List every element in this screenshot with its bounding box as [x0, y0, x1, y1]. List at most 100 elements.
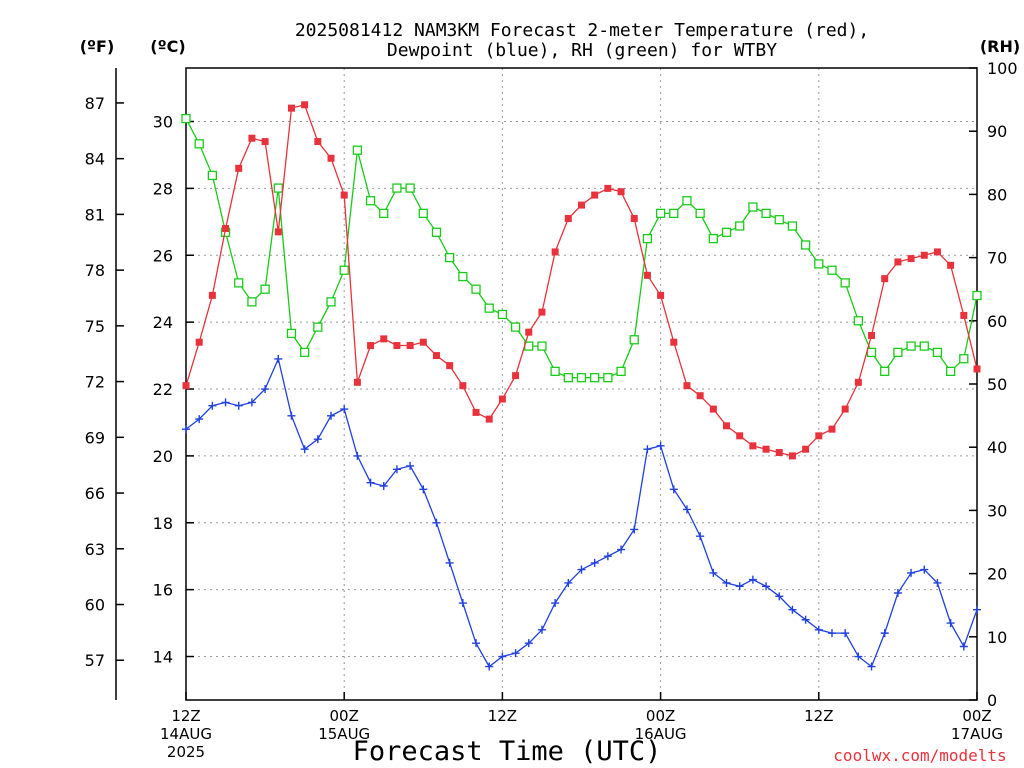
temperature-point	[248, 134, 256, 142]
temperature-point	[670, 338, 678, 346]
fahrenheit-tick-label: 66	[85, 484, 105, 503]
temperature-point	[854, 378, 862, 386]
rh-point	[418, 208, 428, 219]
rh-point	[735, 221, 745, 231]
dewpoint-point	[920, 565, 929, 574]
fahrenheit-axis: 57 60 63 66 69 72 75 78 81 84 87	[85, 94, 124, 670]
dewpoint-point	[234, 401, 243, 410]
rh-point	[827, 265, 837, 275]
temperature-point	[222, 225, 230, 233]
dewpoint-point	[827, 629, 836, 638]
rh-point	[379, 208, 389, 219]
temperature-point	[512, 372, 520, 380]
dewpoint-point	[907, 568, 916, 577]
rh-point	[247, 297, 257, 307]
temperature-point	[459, 382, 467, 390]
rh-point	[260, 284, 270, 294]
dewpoint-point	[590, 558, 599, 567]
rh-point	[669, 208, 679, 219]
rh-point	[471, 284, 481, 294]
rh-point	[365, 196, 376, 206]
dewpoint-point	[458, 599, 467, 608]
chart-title-line-1: 2025081412 NAM3KM Forecast 2-meter Tempe…	[295, 20, 869, 41]
rh-point	[405, 183, 415, 193]
temperature-point	[657, 291, 665, 299]
rh-point	[774, 215, 784, 225]
rh-tick-label: 30	[987, 501, 1007, 520]
rh-point	[787, 221, 798, 231]
dewpoint-point	[788, 605, 797, 614]
rh-point	[761, 208, 771, 219]
time-tick-label: 15AUG	[318, 725, 370, 743]
dewpoint-point	[445, 558, 454, 567]
rh-point	[629, 335, 639, 345]
rh-point	[655, 208, 666, 219]
fahrenheit-tick-label: 63	[85, 540, 105, 559]
rh-point	[880, 366, 890, 377]
rh-point	[906, 341, 916, 351]
dewpoint-line	[185, 356, 978, 668]
dewpoint-point	[379, 481, 388, 490]
celsius-tick-label: 16	[153, 581, 173, 600]
fahrenheit-tick-label: 75	[85, 317, 105, 336]
temperature-point	[894, 258, 902, 266]
time-tick-label: 00Z	[646, 707, 675, 725]
rh-point	[352, 145, 363, 155]
rh-point	[932, 347, 943, 358]
celsius-tick-label: 14	[153, 648, 173, 667]
temperature-point	[960, 311, 968, 319]
time-tick-label: 00Z	[330, 707, 359, 725]
rh-point	[853, 316, 863, 326]
celsius-tick-label: 24	[153, 313, 173, 332]
rh-tick-label: 60	[987, 312, 1007, 331]
temperature-point	[551, 248, 559, 256]
temperature-line	[185, 104, 978, 457]
dewpoint-point	[814, 625, 823, 634]
dewpoint-point	[366, 478, 375, 487]
dewpoint-point	[696, 532, 705, 541]
dewpoint-point	[854, 652, 863, 661]
dewpoint-point	[722, 578, 731, 587]
series-layer	[181, 101, 982, 671]
credit-text: coolwx.com/modelts	[833, 746, 1006, 765]
temperature-point	[578, 201, 585, 209]
celsius-tick-label: 26	[153, 246, 173, 265]
temperature-point	[498, 395, 506, 403]
temperature-point	[235, 164, 243, 172]
rh-point	[273, 183, 283, 193]
rh-tick-label: 0	[987, 691, 997, 710]
dewpoint-point	[208, 401, 217, 410]
dewpoint-point	[617, 545, 626, 554]
dewpoint-point	[564, 578, 573, 587]
dewpoint-point	[472, 639, 481, 648]
celsius-tick-label: 18	[153, 514, 173, 533]
temperature-point	[868, 332, 876, 340]
dewpoint-point	[327, 411, 336, 420]
temperature-point	[340, 191, 348, 199]
dewpoint-point	[551, 599, 560, 608]
temperature-point	[881, 275, 889, 283]
dewpoint-point	[221, 398, 230, 407]
time-tick-label: 12Z	[804, 707, 833, 725]
fahrenheit-unit-label: (ºF)	[80, 37, 115, 56]
temperature-point	[591, 191, 599, 199]
celsius-tick-label: 22	[153, 380, 173, 399]
dewpoint-point	[867, 662, 876, 671]
dewpoint-point	[300, 445, 309, 454]
rh-line	[185, 118, 978, 379]
temperature-point	[261, 138, 269, 146]
dewpoint-point	[959, 642, 968, 651]
dewpoint-point	[709, 568, 718, 577]
dewpoint-point	[195, 415, 204, 424]
rh-point	[181, 113, 191, 124]
rh-point	[959, 354, 969, 364]
fahrenheit-tick-label: 60	[85, 596, 105, 615]
temperature-point	[696, 392, 704, 400]
series-rh	[181, 113, 982, 383]
rh-point	[550, 366, 560, 377]
rh-point	[563, 373, 573, 383]
temperature-point	[841, 405, 849, 413]
celsius-axis: 14 16 18 20 22 24 26 28 30	[153, 113, 194, 667]
temperature-point	[274, 228, 282, 236]
